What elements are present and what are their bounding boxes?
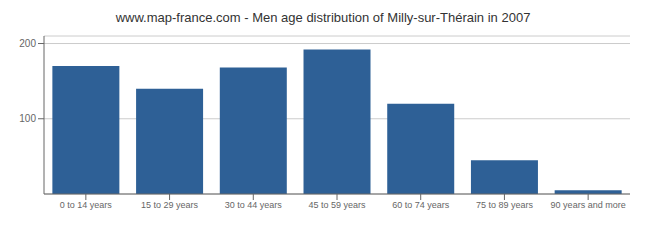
svg-text:15 to 29 years: 15 to 29 years — [141, 200, 199, 210]
svg-text:0 to 14 years: 0 to 14 years — [60, 200, 113, 210]
svg-text:200: 200 — [19, 38, 36, 49]
svg-text:60 to 74 years: 60 to 74 years — [392, 200, 450, 210]
svg-text:90 years and more: 90 years and more — [551, 200, 626, 210]
svg-text:45 to 59 years: 45 to 59 years — [308, 200, 366, 210]
svg-text:75 to 89 years: 75 to 89 years — [476, 200, 534, 210]
svg-text:100: 100 — [19, 113, 36, 124]
html-text:www.map-france.com - Men age d: www.map-france.com - Men age distributio… — [115, 10, 531, 25]
svg-text:30 to 44 years: 30 to 44 years — [225, 200, 283, 210]
